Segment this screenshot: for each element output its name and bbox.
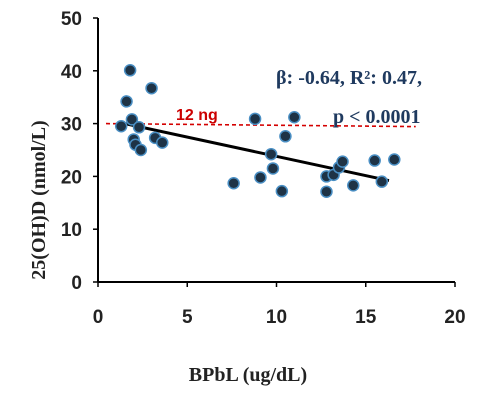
data-point [320,185,333,198]
data-point [266,162,280,175]
data-point [279,130,292,143]
regression-line [124,122,390,183]
y-ticks: 0 10 20 30 40 50 [61,9,98,294]
x-tick-label: 15 [355,307,377,328]
y-tick-label: 10 [61,220,82,241]
y-tick-label: 50 [61,9,82,30]
data-point [134,143,148,157]
data-point [156,136,169,149]
data-point [248,112,262,126]
y-tick-label: 0 [71,273,82,294]
data-point [368,154,381,167]
data-point [123,64,137,77]
x-axis-title: BPbL (ug/dL) [189,364,307,386]
x-tick-label: 5 [182,307,193,328]
x-tick-label: 10 [266,307,287,328]
data-point [254,171,267,184]
y-tick-label: 30 [61,115,82,136]
x-tick-label: 0 [93,307,104,328]
data-point [145,81,158,95]
data-point [120,95,133,108]
stats-annotation-line1: β: -0.64, R²: 0.47, [276,67,422,89]
data-points [114,64,401,198]
data-point [347,179,360,192]
data-point [125,113,139,126]
reference-line-12ng [105,122,416,128]
y-tick-label: 40 [61,62,82,83]
x-ticks: 0 5 10 15 20 [93,282,466,328]
axes [97,18,455,283]
data-point [114,119,128,133]
y-axis-title: 25(OH)D (nmol/L) [28,120,50,279]
reference-line-label: 12 ng [176,107,218,124]
data-point [264,147,278,161]
data-point [275,184,289,198]
data-point [288,111,301,124]
x-tick-label: 20 [444,307,465,328]
data-point [336,155,349,168]
data-point [227,177,240,190]
data-point [388,153,401,166]
stats-annotation-line2: p < 0.0001 [333,106,421,128]
data-point [375,175,389,188]
y-tick-label: 20 [61,167,82,188]
data-point [132,121,146,134]
